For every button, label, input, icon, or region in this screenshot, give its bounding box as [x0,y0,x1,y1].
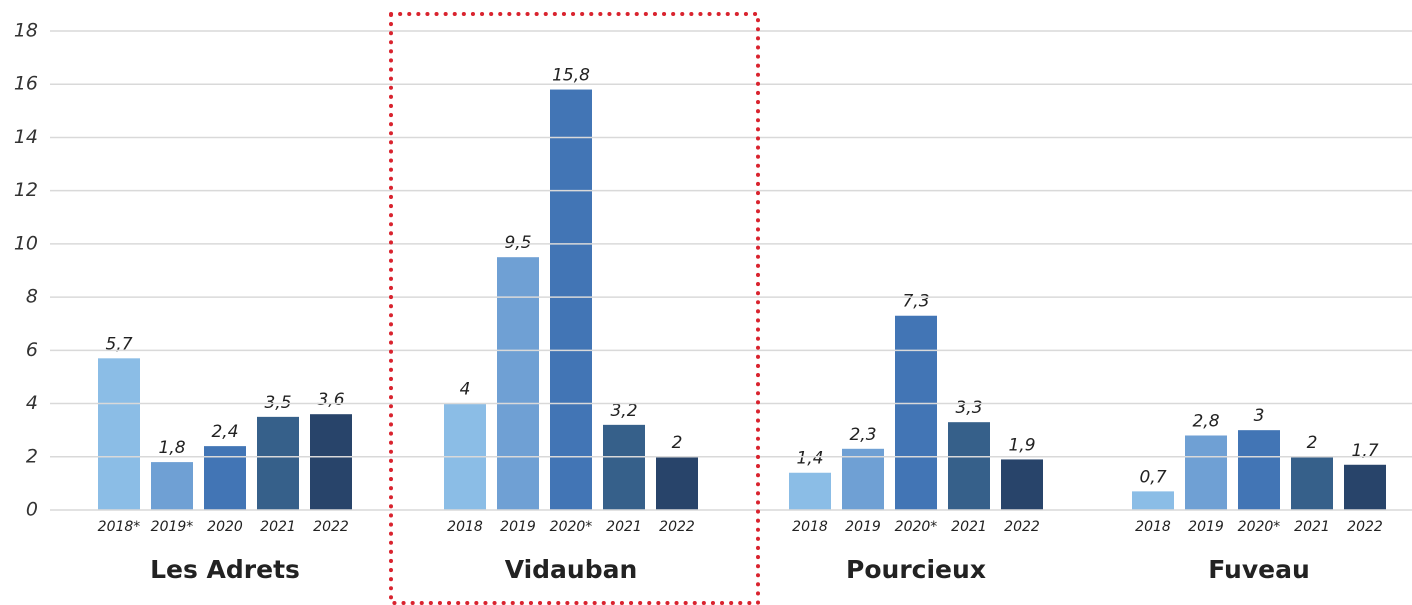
value-label: 1,8 [158,438,185,458]
y-tick-label: 14 [14,126,38,148]
y-tick-label: 12 [14,179,38,201]
value-label: 7,3 [902,292,929,312]
x-tick-label: 2019* [151,519,194,535]
y-tick-label: 6 [26,339,38,361]
value-label: 3,3 [955,398,982,418]
x-tick-label: 2021 [951,519,987,535]
x-tick-label: 2021 [606,519,642,535]
bar [789,472,831,510]
value-label: 5,7 [105,334,132,354]
y-tick-label: 18 [14,20,38,42]
y-tick-label: 0 [26,499,38,521]
bar [948,422,990,510]
bar [1238,430,1280,510]
x-tick-label: 2020* [895,519,938,535]
bar [204,446,246,510]
value-label: 1,9 [1008,435,1035,455]
value-label: 4 [460,380,471,400]
x-tick-label: 2022 [1004,519,1040,535]
bar [310,414,352,510]
bar [151,462,193,510]
value-label: 0,7 [1139,467,1166,487]
y-tick-label: 2 [26,445,38,467]
value-label: 3 [1254,406,1265,426]
x-tick-label: 2018* [98,519,141,535]
bar [895,315,937,510]
value-label: 1,7 [1351,441,1378,461]
bar [656,456,698,510]
bar [98,358,140,510]
highlight-box [389,12,760,605]
value-label: 2 [1307,433,1318,453]
x-tick-label: 2019 [500,519,536,535]
value-label: 3,6 [317,390,344,410]
x-tick-label: 2021 [260,519,296,535]
group-label: Pourcieux [846,555,986,584]
value-label: 1,4 [796,449,823,469]
value-label: 2 [672,433,683,453]
y-tick-label: 16 [14,73,38,95]
bar [497,257,539,510]
x-tick-label: 2022 [313,519,349,535]
x-tick-label: 2022 [659,519,695,535]
y-tick-label: 4 [26,392,38,414]
x-tick-label: 2019 [1188,519,1224,535]
x-tick-label: 2019 [845,519,881,535]
x-tick-label: 2022 [1347,519,1383,535]
bar [842,448,884,510]
bar [1132,491,1174,510]
x-tick-label: 2020 [207,519,243,535]
value-label: 2,3 [849,425,876,445]
x-tick-label: 2020* [1238,519,1281,535]
x-tick-label: 2018 [447,519,483,535]
value-label: 2,8 [1192,411,1219,431]
x-tick-label: 2021 [1294,519,1330,535]
bar [1344,464,1386,510]
y-tick-label: 10 [14,232,38,254]
group-label: Les Adrets [150,555,300,584]
bar [603,424,645,510]
x-tick-label: 2018 [792,519,828,535]
bar [257,416,299,510]
value-label: 15,8 [552,66,590,86]
y-tick-label: 8 [26,286,38,308]
value-label: 3,2 [610,401,637,421]
x-tick-label: 2018 [1135,519,1171,535]
bar [550,89,592,511]
group-label: Fuveau [1208,555,1310,584]
group-label: Vidauban [505,555,638,584]
value-label: 2,4 [211,422,238,442]
bar [1291,456,1333,510]
bar [1185,435,1227,510]
bar [1001,459,1043,510]
x-tick-label: 2020* [550,519,593,535]
